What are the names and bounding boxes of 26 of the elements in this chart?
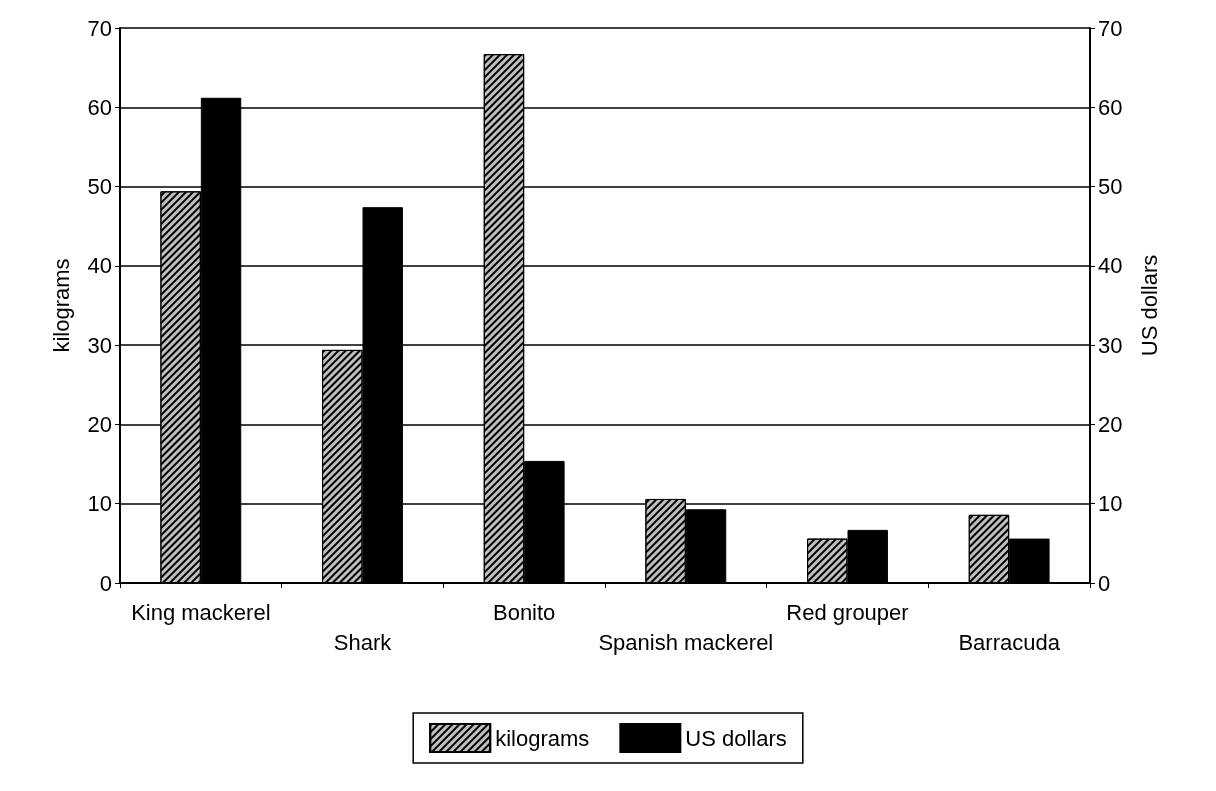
y-tick-label: 70 — [87, 15, 112, 41]
y2-tick-label: 50 — [1098, 174, 1123, 200]
y2-tick-label: 0 — [1098, 570, 1111, 596]
y2-axis-title: US dollars — [1136, 254, 1162, 357]
y-tick-label: 20 — [87, 411, 112, 437]
x-tick-label: King mackerel — [131, 599, 271, 625]
y2-tick-label: 70 — [1098, 15, 1123, 41]
y-tick-label: 60 — [87, 94, 112, 120]
y-tick-label: 40 — [87, 253, 112, 279]
y-tick-label: 0 — [99, 570, 112, 596]
x-tick-label: Shark — [333, 629, 393, 655]
y-tick-label: 10 — [87, 491, 112, 517]
legend-label: US dollars — [685, 725, 787, 751]
y-tick-label: 50 — [87, 174, 112, 200]
x-tick-label: Spanish mackerel — [598, 629, 774, 655]
y2-tick-label: 60 — [1098, 94, 1123, 120]
y2-tick-label: 30 — [1098, 332, 1123, 358]
y-axis-title: kilograms — [48, 258, 74, 353]
legend-label: kilograms — [495, 725, 590, 751]
x-tick-label: Red grouper — [786, 599, 909, 625]
y2-tick-label: 40 — [1098, 253, 1123, 279]
y2-tick-label: 10 — [1098, 491, 1123, 517]
y2-tick-label: 20 — [1098, 411, 1123, 437]
x-tick-label: Barracuda — [958, 629, 1061, 655]
y-tick-label: 30 — [87, 332, 112, 358]
x-tick-label: Bonito — [492, 599, 556, 625]
